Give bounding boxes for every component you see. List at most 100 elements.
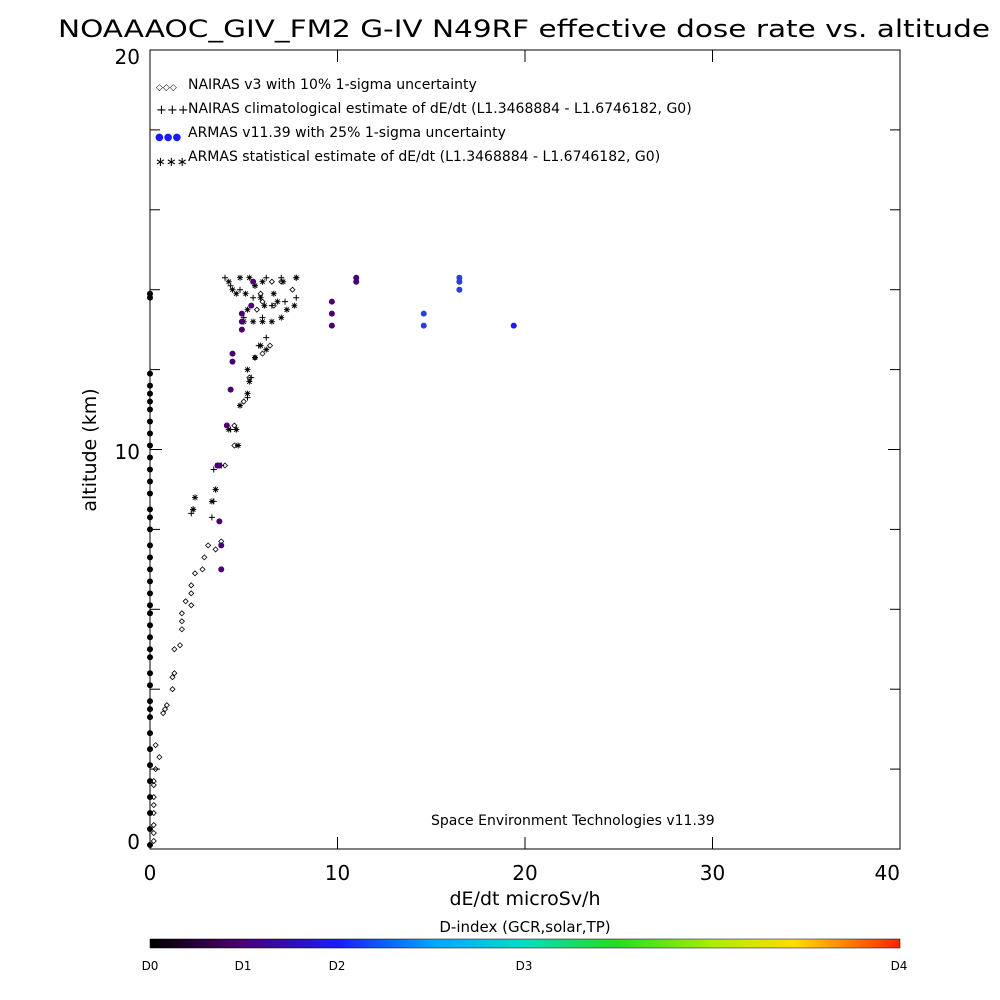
legend-label-nairas-clim: NAIRAS climatological estimate of dE/dt … (188, 101, 692, 117)
nairas-point (188, 582, 195, 589)
colorbar (149, 938, 901, 949)
nairas-point (176, 642, 184, 649)
colorbar-label-d0: D0 (142, 959, 159, 973)
colorbar-label-d1: D1 (235, 959, 252, 973)
armas-stat-point (270, 290, 277, 297)
armas-stat-point (259, 318, 266, 325)
nairas-point (188, 602, 195, 609)
nairas-point (150, 829, 157, 837)
armas-point (147, 382, 153, 389)
armas-point (420, 322, 427, 329)
y-tick-label-0: 0 (127, 830, 140, 854)
armas-stat-point (261, 302, 268, 309)
nairas-point (152, 766, 159, 773)
armas-point (238, 310, 245, 317)
nairas-point (289, 286, 296, 293)
armas-stat-point (268, 318, 275, 325)
armas-stat-point (257, 342, 264, 349)
plot-frame (149, 49, 901, 850)
armas-point (147, 634, 153, 641)
armas-stat-point (257, 294, 264, 301)
armas-point (147, 670, 153, 677)
nairas-point (150, 782, 157, 789)
armas-point (147, 290, 153, 297)
legend-label-nairas: NAIRAS v3 with 10% 1-sigma uncertainty (188, 77, 477, 93)
armas-point (147, 682, 153, 689)
armas-point (147, 542, 153, 549)
armas-point (218, 542, 225, 549)
armas-stat-point (229, 286, 236, 293)
colorbar-label-d2: D2 (329, 959, 346, 973)
nairas-point (156, 754, 163, 761)
nairas-clim-point (210, 466, 217, 473)
nairas-point (231, 442, 238, 449)
armas-point (147, 746, 153, 753)
nairas-point (171, 646, 178, 653)
armas-stat-point (283, 306, 290, 313)
x-tick-label-0: 0 (144, 861, 157, 885)
armas-point (147, 406, 153, 413)
armas-stat-point (233, 426, 240, 433)
nairas-point (182, 598, 189, 605)
x-axis-label: dE/dt microSv/h (449, 888, 600, 910)
armas-point (147, 370, 153, 377)
armas-stat-point (237, 274, 243, 281)
armas-point (147, 654, 153, 661)
nairas-clim-point (293, 294, 300, 301)
x-tick-label-1: 10 (325, 861, 350, 885)
legend-marker-armas: ●●● (155, 132, 181, 143)
armas-point (238, 318, 245, 325)
armas-point (147, 842, 153, 849)
nairas-point (160, 710, 167, 717)
nairas-point (240, 398, 247, 405)
nairas-point (199, 566, 206, 573)
armas-point (147, 398, 153, 405)
armas-point (147, 610, 153, 617)
armas-point (147, 490, 153, 497)
armas-point (229, 358, 236, 365)
armas-point (147, 730, 153, 737)
armas-stat-point (235, 442, 242, 449)
armas-point (328, 310, 335, 317)
armas-point (227, 386, 234, 393)
armas-point (147, 578, 153, 585)
armas-point (147, 602, 153, 609)
nairas-point (161, 706, 169, 713)
armas-point (510, 322, 517, 329)
armas-stat-point (192, 494, 198, 501)
armas-stat-point (225, 426, 232, 433)
colorbar-label-d3: D3 (516, 959, 533, 973)
armas-stat-point (208, 498, 215, 505)
nairas-point (169, 674, 176, 681)
armas-point (147, 418, 153, 425)
armas-point (248, 302, 255, 309)
nairas-point (266, 342, 274, 349)
nairas-point (150, 837, 157, 845)
armas-point (238, 326, 245, 333)
armas-point (223, 422, 230, 429)
colorbar-title: D-index (GCR,solar,TP) (439, 918, 610, 936)
x-tick-label-2: 20 (512, 861, 537, 885)
armas-stat-point (246, 378, 253, 385)
nairas-clim-point (282, 298, 288, 305)
armas-stat-point (246, 274, 253, 281)
nairas-point (150, 801, 157, 809)
nairas-point (205, 542, 212, 549)
armas-stat-point (259, 278, 266, 285)
armas-stat-point (280, 278, 287, 285)
nairas-point (221, 462, 229, 469)
nairas-point (201, 554, 208, 561)
armas-point (353, 274, 360, 281)
nairas-point (150, 821, 157, 829)
armas-stat-point (291, 302, 298, 309)
armas-point (456, 286, 463, 293)
nairas-point (171, 670, 178, 677)
nairas-clim-point (250, 294, 257, 301)
armas-stat-point (244, 390, 251, 397)
armas-point (147, 646, 153, 653)
armas-point (147, 526, 153, 533)
armas-point (147, 590, 153, 597)
axis-ticks (149, 49, 901, 850)
armas-stat-point (225, 278, 232, 285)
data-points (147, 274, 517, 849)
